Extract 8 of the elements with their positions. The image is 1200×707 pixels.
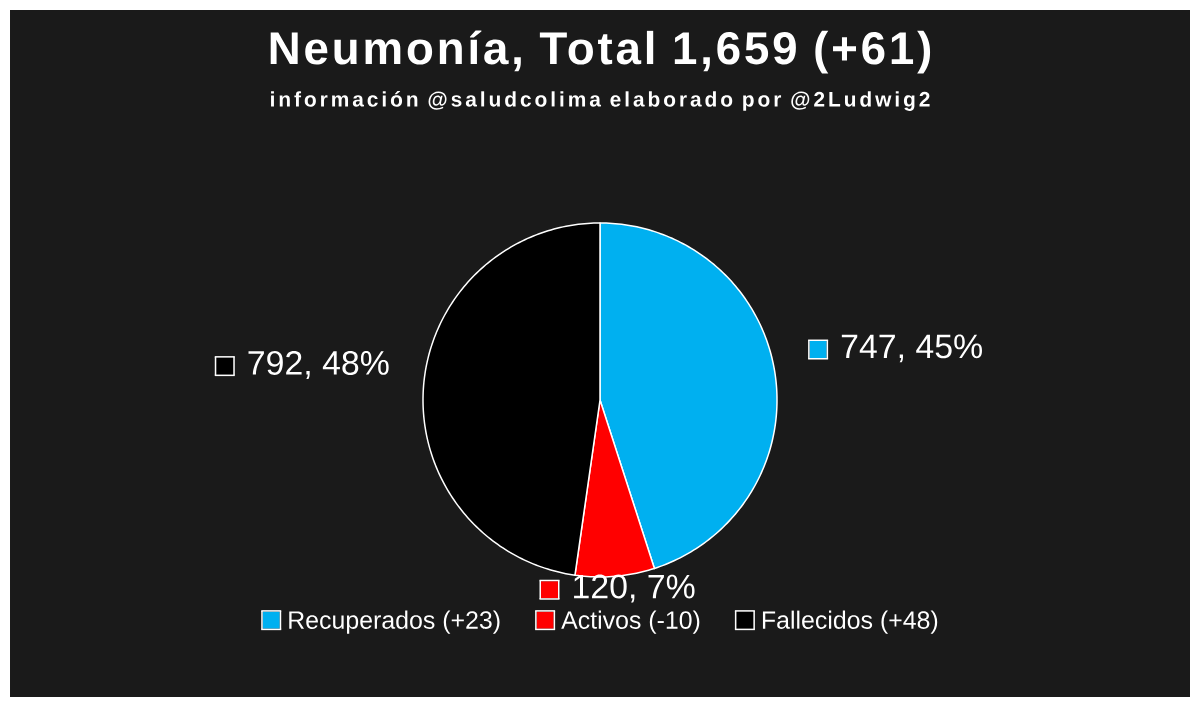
legend-label: Activos (-10): [561, 610, 700, 634]
data-label: 120, 7%: [574, 574, 695, 603]
chart-title: Neumonía, Total 1,659 (+61): [270, 30, 931, 74]
legend-label: Fallecidos (+48): [762, 610, 938, 634]
data-label: 792, 48%: [248, 350, 389, 379]
data-label: 747, 45%: [841, 334, 982, 363]
chart-subtitle: información @saludcolima elaborado por @2Ludwig2: [271, 91, 930, 111]
legend-label: Recuperados (+23): [289, 610, 500, 634]
